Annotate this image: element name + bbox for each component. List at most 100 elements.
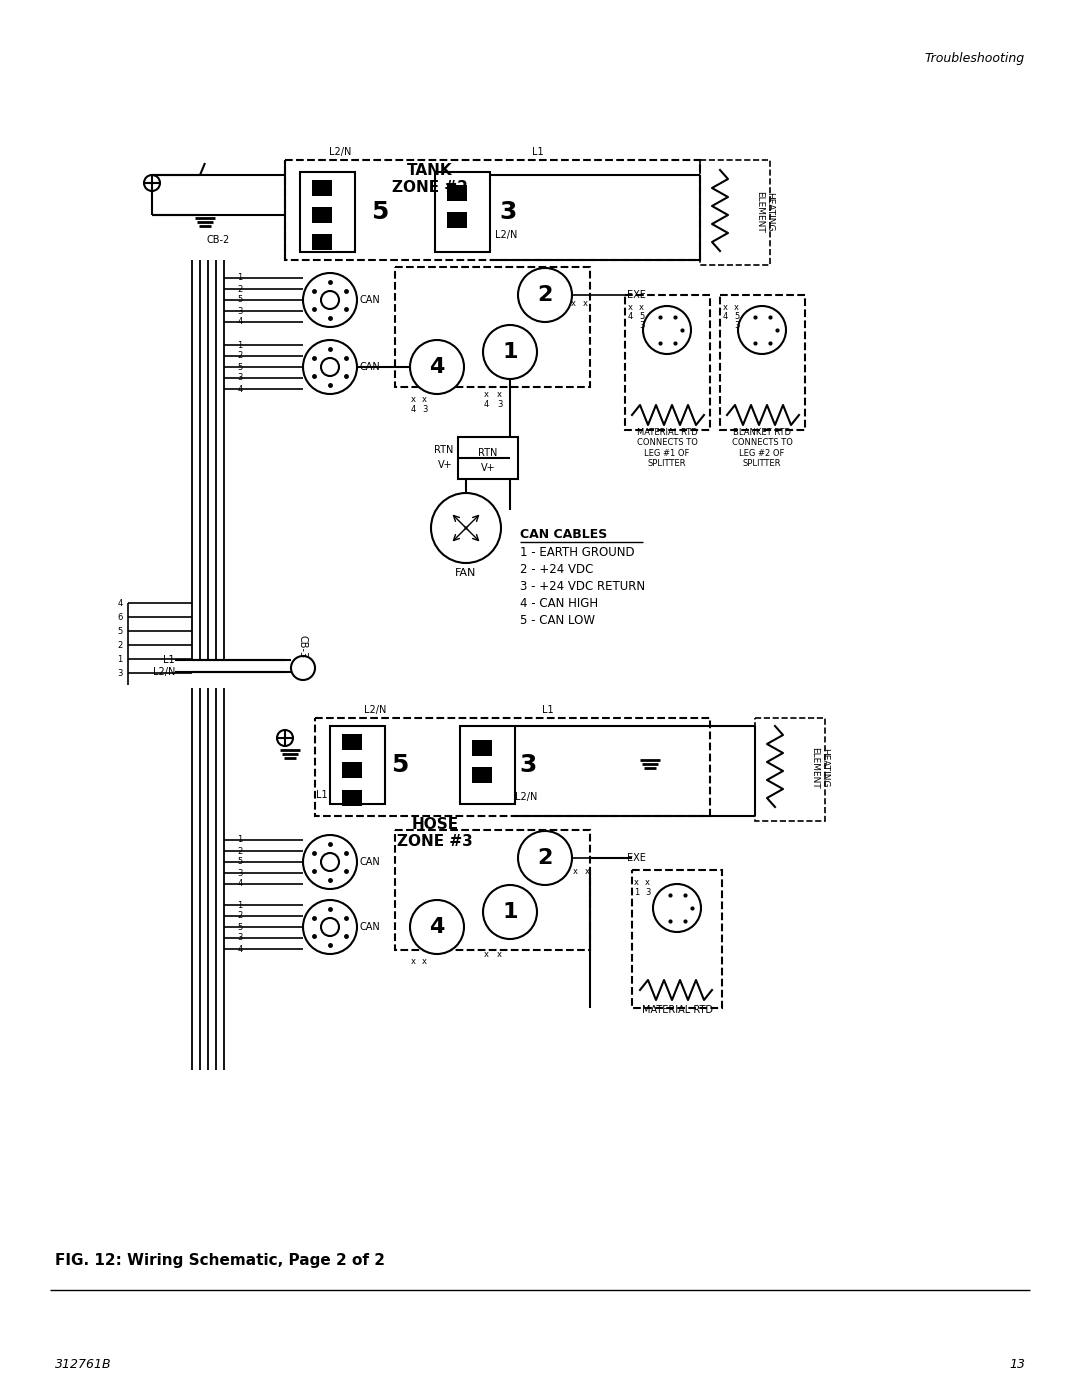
- Text: x: x: [497, 950, 502, 958]
- Text: L2/N: L2/N: [515, 792, 538, 802]
- Text: CAN: CAN: [360, 922, 381, 932]
- Bar: [447, 212, 467, 228]
- Text: CB-3: CB-3: [298, 634, 308, 658]
- Text: x: x: [570, 299, 576, 309]
- Text: L2/N: L2/N: [495, 231, 517, 240]
- Text: 3: 3: [499, 200, 516, 224]
- Text: Troubleshooting: Troubleshooting: [924, 52, 1025, 66]
- Text: x: x: [422, 957, 427, 965]
- Text: 2 - +24 VDC: 2 - +24 VDC: [519, 563, 593, 576]
- Circle shape: [321, 358, 339, 376]
- Text: 5: 5: [734, 312, 739, 321]
- Text: 1: 1: [238, 835, 243, 845]
- Circle shape: [321, 291, 339, 309]
- Bar: [342, 761, 362, 778]
- Bar: [312, 207, 332, 224]
- Bar: [312, 235, 332, 250]
- Text: 4: 4: [238, 384, 243, 394]
- Bar: [447, 184, 467, 201]
- Text: L2/N: L2/N: [328, 147, 351, 156]
- Text: 3: 3: [238, 306, 243, 316]
- Circle shape: [431, 493, 501, 563]
- Text: 4: 4: [430, 916, 445, 937]
- Circle shape: [291, 657, 315, 680]
- Text: MATERIAL RTD: MATERIAL RTD: [642, 1004, 713, 1016]
- Circle shape: [643, 306, 691, 353]
- Text: x: x: [422, 395, 427, 404]
- Text: 3: 3: [497, 400, 502, 409]
- Text: 4: 4: [627, 312, 633, 321]
- Text: 3: 3: [238, 933, 243, 943]
- Text: 1: 1: [118, 655, 123, 664]
- Text: CAN: CAN: [360, 856, 381, 868]
- Text: 1: 1: [502, 342, 517, 362]
- Text: x: x: [497, 390, 502, 400]
- Bar: [625, 295, 710, 430]
- Text: 1: 1: [502, 902, 517, 922]
- Text: 5: 5: [372, 200, 389, 224]
- Text: 13: 13: [1009, 1358, 1025, 1370]
- Text: 5: 5: [238, 922, 243, 932]
- Text: 2: 2: [538, 285, 553, 305]
- Text: 6: 6: [118, 612, 123, 622]
- Text: 3: 3: [238, 373, 243, 383]
- Circle shape: [276, 731, 293, 746]
- Text: x: x: [634, 877, 639, 887]
- Circle shape: [303, 900, 357, 954]
- Bar: [342, 733, 362, 750]
- Text: RTN: RTN: [478, 448, 498, 458]
- Text: EXE: EXE: [627, 854, 646, 863]
- Text: 4: 4: [118, 598, 123, 608]
- Text: x: x: [411, 957, 416, 965]
- Text: L2/N: L2/N: [364, 705, 387, 715]
- Text: 1: 1: [238, 341, 243, 349]
- Text: 5 - CAN LOW: 5 - CAN LOW: [519, 615, 595, 627]
- Bar: [472, 767, 492, 782]
- Text: HOSE
ZONE #3: HOSE ZONE #3: [397, 817, 473, 849]
- Text: EXE: EXE: [627, 291, 646, 300]
- Text: x: x: [582, 299, 588, 309]
- Text: 2: 2: [238, 911, 243, 921]
- Text: CAN: CAN: [360, 362, 381, 372]
- Bar: [395, 267, 590, 387]
- Text: FIG. 12: Wiring Schematic, Page 2 of 2: FIG. 12: Wiring Schematic, Page 2 of 2: [55, 1253, 384, 1268]
- Text: 2: 2: [538, 848, 553, 868]
- Text: x: x: [639, 303, 644, 312]
- Text: 2: 2: [118, 640, 123, 650]
- Text: x: x: [585, 868, 590, 876]
- Text: 3: 3: [118, 669, 123, 678]
- Text: 4: 4: [484, 400, 489, 409]
- Text: 1: 1: [238, 901, 243, 909]
- Text: HEATING
ELEMENT: HEATING ELEMENT: [755, 191, 774, 233]
- Text: 3: 3: [734, 321, 740, 330]
- Bar: [342, 789, 362, 806]
- Text: 3: 3: [422, 405, 428, 414]
- Bar: [315, 718, 710, 816]
- Text: 3: 3: [519, 753, 537, 777]
- Text: 4: 4: [723, 312, 728, 321]
- Bar: [330, 726, 384, 805]
- Text: 4: 4: [430, 358, 445, 377]
- Text: L1: L1: [542, 705, 554, 715]
- Text: L1: L1: [532, 147, 544, 156]
- Text: BLANKET RTD
CONNECTS TO
LEG #2 OF
SPLITTER: BLANKET RTD CONNECTS TO LEG #2 OF SPLITT…: [731, 427, 793, 468]
- Text: 5: 5: [238, 362, 243, 372]
- Text: RTN: RTN: [434, 446, 453, 455]
- Text: x: x: [734, 303, 739, 312]
- Text: x: x: [645, 877, 650, 887]
- Text: MATERIAL RTD
CONNECTS TO
LEG #1 OF
SPLITTER: MATERIAL RTD CONNECTS TO LEG #1 OF SPLIT…: [636, 427, 698, 468]
- Bar: [632, 870, 723, 1009]
- Text: 4: 4: [411, 405, 416, 414]
- Circle shape: [303, 835, 357, 888]
- Text: 1 - EARTH GROUND: 1 - EARTH GROUND: [519, 546, 635, 559]
- Text: 2: 2: [238, 285, 243, 293]
- Bar: [460, 726, 515, 805]
- Text: CB-2: CB-2: [206, 235, 230, 244]
- Text: FAN: FAN: [456, 569, 476, 578]
- Text: 2: 2: [238, 352, 243, 360]
- Circle shape: [410, 900, 464, 954]
- Bar: [285, 161, 700, 260]
- Text: L1: L1: [316, 789, 328, 800]
- Text: x: x: [484, 390, 489, 400]
- Circle shape: [303, 272, 357, 327]
